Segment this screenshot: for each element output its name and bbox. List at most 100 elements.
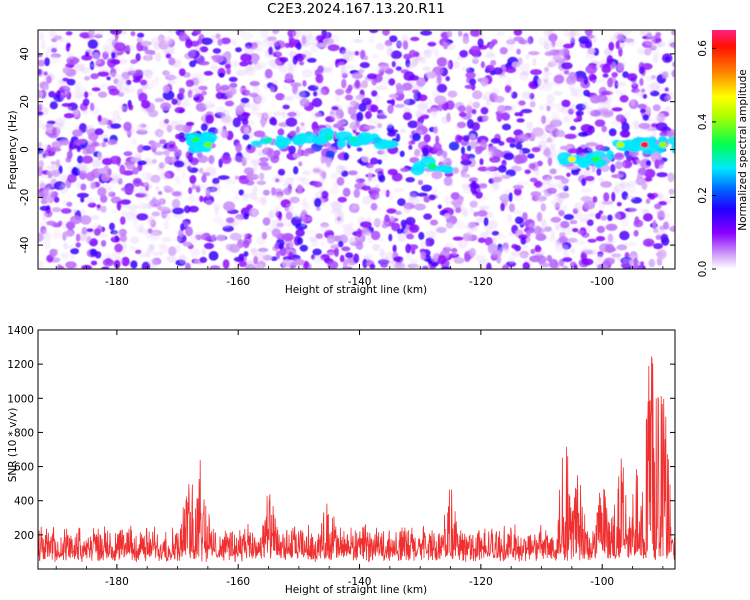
heatmap-cell <box>288 145 296 154</box>
heatmap-cell <box>603 192 610 202</box>
heatmap-cell <box>403 204 411 214</box>
heatmap-cell <box>178 32 188 42</box>
heatmap-cell <box>619 230 630 241</box>
heatmap-cell <box>43 71 48 76</box>
heatmap-cell <box>363 179 371 187</box>
heatmap-cell <box>319 198 326 206</box>
heatmap-cell <box>112 250 121 259</box>
heatmap-cell <box>587 248 597 256</box>
heatmap-cell <box>368 118 379 125</box>
heatmap-cell <box>137 32 145 38</box>
heatmap-cell <box>370 157 379 165</box>
heatmap-cell <box>657 249 667 259</box>
heatmap-cell <box>522 212 528 221</box>
heatmap-cell <box>200 123 208 132</box>
heatmap-cell <box>149 231 160 241</box>
heatmap-cell <box>159 139 167 145</box>
heatmap-cell <box>43 84 49 91</box>
heatmap-cell <box>608 128 617 137</box>
heatmap-cell <box>534 244 541 252</box>
x-tick-label: -120 <box>469 576 493 588</box>
heatmap-cell <box>284 42 290 49</box>
heatmap-cell <box>537 255 547 265</box>
heatmap-cell <box>671 30 675 36</box>
heatmap-cell <box>223 201 236 212</box>
heatmap-cell <box>129 208 138 218</box>
heatmap-cell <box>561 117 570 123</box>
heatmap-cell <box>199 46 209 53</box>
heatmap-cell <box>175 124 186 132</box>
heatmap-cell <box>357 68 365 74</box>
heatmap-cell <box>368 36 376 45</box>
heatmap-cell <box>82 98 90 107</box>
heatmap-cell <box>595 212 602 220</box>
heatmap-cell <box>85 125 96 135</box>
heatmap-cell <box>526 121 533 131</box>
heatmap-cell <box>203 242 215 250</box>
heatmap-cell <box>400 167 410 172</box>
heatmap-cell <box>453 257 465 264</box>
heatmap-cell <box>430 252 439 263</box>
heatmap-cell <box>215 33 221 39</box>
heatmap-cell <box>451 61 461 69</box>
heatmap-cell <box>397 228 403 234</box>
heatmap-cell <box>490 137 501 144</box>
heatmap-cell <box>610 89 614 96</box>
heatmap-cell <box>471 55 481 61</box>
heatmap-cell <box>171 198 181 209</box>
heatmap-cell <box>379 248 386 258</box>
heatmap-cell <box>222 259 230 269</box>
heatmap-cell <box>136 213 149 221</box>
heatmap-cell <box>109 155 121 165</box>
heatmap-cell <box>505 66 517 74</box>
heatmap-cell <box>389 215 395 222</box>
heatmap-cell <box>361 80 369 89</box>
heatmap-cell <box>247 103 258 110</box>
heatmap-cell <box>295 228 305 237</box>
heatmap-cell <box>354 79 361 89</box>
heatmap-cell <box>298 161 303 167</box>
heatmap-cell <box>334 94 341 103</box>
heatmap-cell <box>277 128 285 136</box>
heatmap-cell <box>87 39 99 50</box>
heatmap-cell <box>436 57 448 67</box>
heatmap-cell <box>416 77 426 87</box>
heatmap-cell <box>380 190 388 196</box>
heatmap-cell <box>292 55 298 65</box>
heatmap-cell <box>385 121 394 128</box>
heatmap-cell <box>452 236 464 241</box>
heatmap-y-ticks: -40 -20 0 20 40 <box>19 47 675 254</box>
heatmap-cell <box>356 228 363 238</box>
heatmap-cell <box>436 83 448 93</box>
heatmap-cell <box>49 101 58 110</box>
heatmap-cell <box>283 187 292 196</box>
heatmap-cell <box>612 212 621 221</box>
heatmap-cell <box>551 112 560 121</box>
heatmap-cell <box>534 195 545 203</box>
heatmap-cell <box>277 168 286 176</box>
heatmap-cell <box>162 36 174 46</box>
heatmap-cell <box>621 219 629 228</box>
heatmap-cell <box>241 112 251 117</box>
y-tick-label: 40 <box>19 47 31 60</box>
heatmap-cell <box>158 197 164 205</box>
heatmap-cell <box>154 75 160 86</box>
heatmap-cell <box>302 197 307 206</box>
heatmap-cell <box>48 30 57 38</box>
heatmap-cell <box>586 219 594 227</box>
heatmap-cell <box>652 54 659 64</box>
heatmap-cell <box>513 154 524 165</box>
heatmap-cell <box>269 85 275 94</box>
heatmap-cell <box>399 150 405 157</box>
heatmap-cell <box>507 213 513 223</box>
heatmap-cell <box>61 103 72 107</box>
heatmap-cell <box>66 201 73 207</box>
heatmap-cell <box>271 118 278 126</box>
heatmap-cell <box>69 254 77 259</box>
heatmap-cell <box>575 238 586 246</box>
heatmap-cell <box>111 51 116 59</box>
heatmap-cell <box>513 30 523 36</box>
heatmap-cell <box>336 176 345 186</box>
heatmap-cell <box>645 198 651 204</box>
heatmap-cell <box>592 34 597 43</box>
